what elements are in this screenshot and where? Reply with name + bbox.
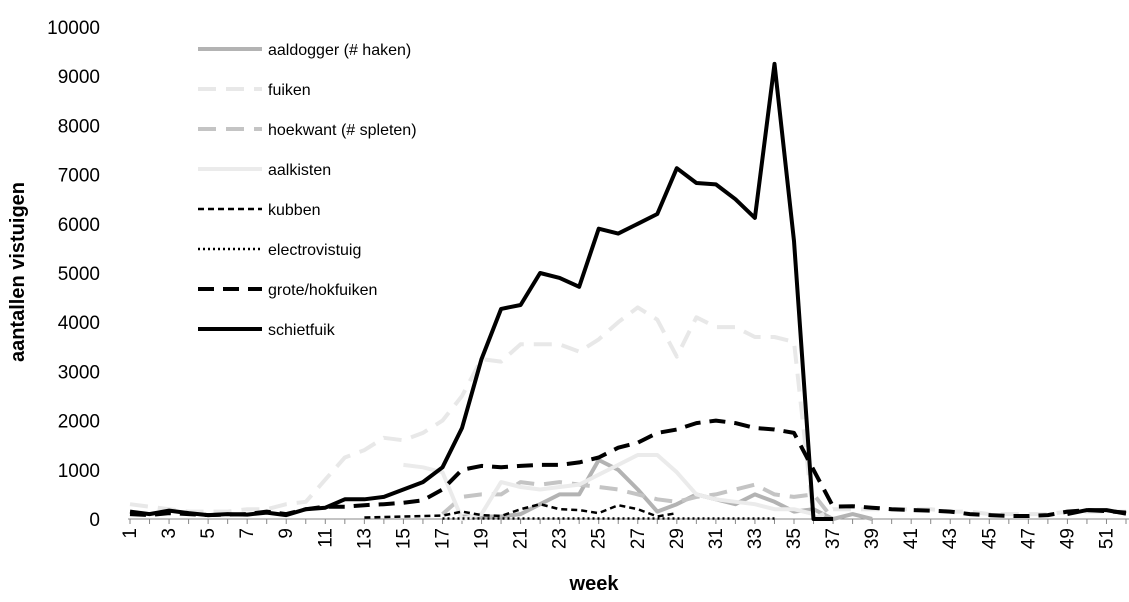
y-tick-label: 0 xyxy=(89,510,100,531)
legend-label: grote/hokfuiken xyxy=(268,282,377,299)
x-tick-label: 13 xyxy=(354,528,375,549)
y-tick-label: 8000 xyxy=(58,116,100,137)
legend-label: kubben xyxy=(268,202,321,219)
x-tick-label: 1 xyxy=(120,528,141,539)
y-axis-label: aantallen vistuigen xyxy=(7,182,29,362)
x-tick-label: 39 xyxy=(862,528,883,549)
y-tick-label: 4000 xyxy=(58,313,100,334)
x-tick-label: 31 xyxy=(706,528,727,549)
x-tick-label: 19 xyxy=(472,528,493,549)
series-line xyxy=(403,453,814,521)
x-tick-label: 49 xyxy=(1057,528,1078,549)
x-tick-label: 15 xyxy=(393,528,414,549)
x-axis-label: week xyxy=(569,573,620,595)
y-tick-label: 3000 xyxy=(58,362,100,383)
x-tick-label: 7 xyxy=(237,528,258,539)
series-line xyxy=(129,61,1127,521)
legend-label: hoekwant (# spleten) xyxy=(268,122,417,139)
y-tick-label: 2000 xyxy=(58,412,100,433)
series-line xyxy=(441,480,835,521)
y-tick-label: 6000 xyxy=(58,215,100,236)
legend-label: electrovistuig xyxy=(268,242,361,259)
x-tick-label: 47 xyxy=(1018,528,1039,549)
x-tick-label: 21 xyxy=(511,528,532,549)
y-tick-label: 5000 xyxy=(58,264,100,285)
x-tick-label: 27 xyxy=(628,528,649,549)
x-tick-label: 23 xyxy=(550,528,571,549)
x-tick-label: 9 xyxy=(276,528,297,539)
x-tick-label: 45 xyxy=(979,528,1000,549)
series-line xyxy=(129,305,1126,521)
x-tick-label: 3 xyxy=(159,528,180,539)
x-tick-label: 17 xyxy=(432,528,453,549)
x-tick-label: 33 xyxy=(745,528,766,549)
y-tick-label: 9000 xyxy=(58,67,100,88)
legend-label: schietfuik xyxy=(268,322,336,339)
x-tick-label: 37 xyxy=(823,528,844,549)
x-tick-label: 25 xyxy=(589,528,610,549)
legend-label: aalkisten xyxy=(268,162,331,179)
x-tick-label: 29 xyxy=(667,528,688,549)
x-tick-label: 5 xyxy=(198,528,219,539)
x-tick-label: 11 xyxy=(315,528,336,548)
legend-label: aaldogger (# haken) xyxy=(268,42,411,59)
series-line xyxy=(129,418,1127,518)
x-tick-label: 51 xyxy=(1096,528,1117,549)
y-tick-label: 7000 xyxy=(58,166,100,187)
series-line xyxy=(364,502,678,519)
x-tick-label: 41 xyxy=(901,528,922,549)
y-tick-label: 1000 xyxy=(58,461,100,482)
y-tick-label: 10000 xyxy=(47,18,100,39)
x-tick-label: 35 xyxy=(784,528,805,549)
x-tick-label: 43 xyxy=(940,528,961,549)
legend-label: fuiken xyxy=(268,82,311,99)
